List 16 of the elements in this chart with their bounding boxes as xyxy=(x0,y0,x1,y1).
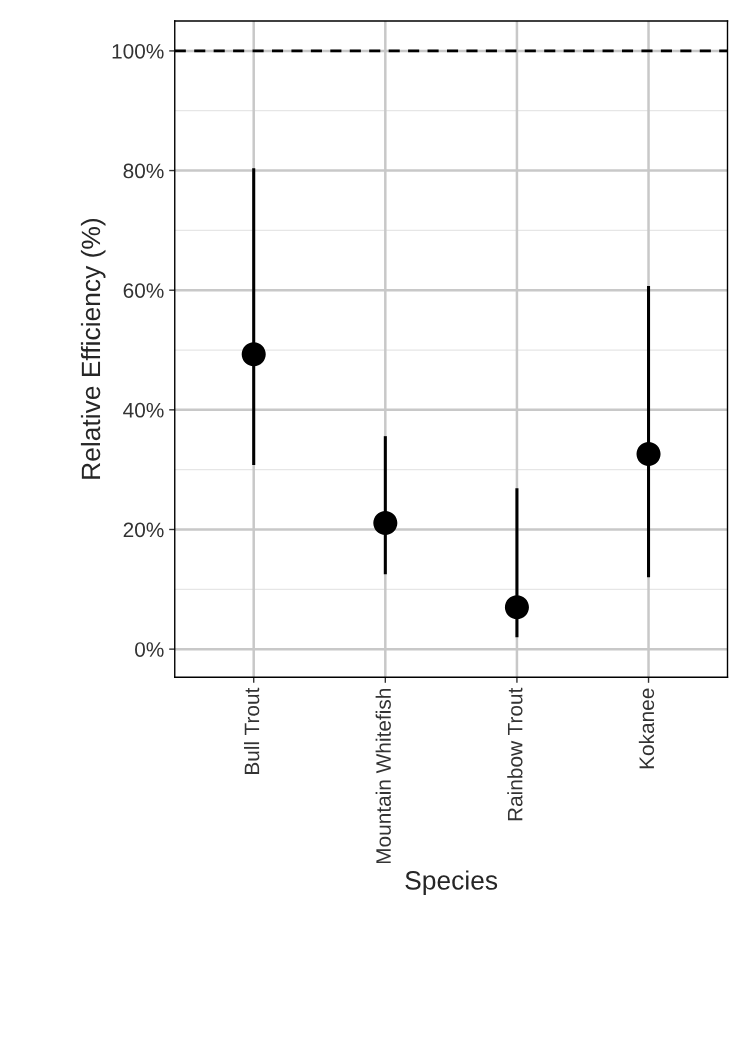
y-tick-label: 20% xyxy=(123,522,164,538)
y-axis-title: Relative Efficiency (%) xyxy=(80,219,106,479)
point xyxy=(373,510,398,535)
y-tick-label: 0% xyxy=(135,642,164,657)
y-tick-label: 60% xyxy=(123,283,164,298)
y-tick-label: 40% xyxy=(123,402,164,418)
x-tick-label: Mountain Whitefish xyxy=(375,689,391,864)
x-tick-label: Bull Trout xyxy=(244,687,260,774)
point xyxy=(636,442,661,467)
y-tick-label: 100% xyxy=(112,43,164,59)
point xyxy=(241,342,266,367)
x-axis-title: Species xyxy=(405,870,498,895)
x-tick-label: Kokanee xyxy=(638,688,655,769)
x-tick-label: Rainbow Trout xyxy=(507,687,523,821)
point xyxy=(504,595,529,620)
y-tick-label: 80% xyxy=(123,163,164,179)
